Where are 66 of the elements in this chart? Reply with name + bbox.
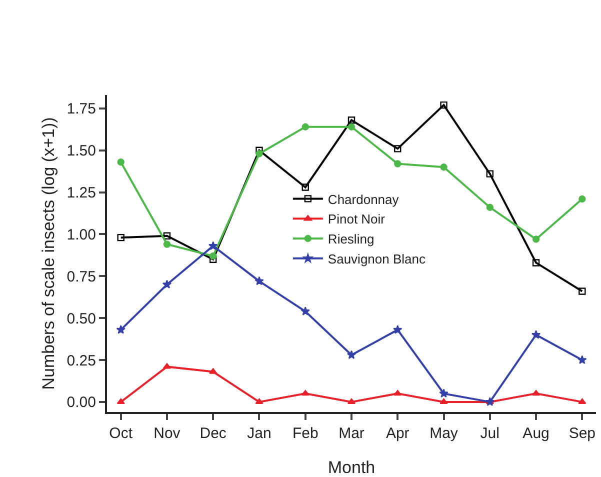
x-tick-label: Jul — [480, 425, 500, 442]
point — [208, 241, 218, 250]
point — [532, 236, 540, 243]
point — [255, 398, 264, 404]
point — [346, 350, 356, 359]
x-tick-label: Apr — [386, 425, 410, 442]
point — [254, 276, 264, 286]
point — [210, 252, 217, 260]
point — [210, 256, 217, 263]
point — [348, 116, 356, 124]
point — [440, 398, 448, 404]
x-tick-label: Sep — [568, 425, 596, 442]
x-tick-label: May — [430, 425, 458, 442]
point — [532, 259, 540, 266]
point — [578, 355, 587, 364]
point — [163, 232, 171, 240]
point — [532, 390, 540, 396]
legend-label: Sauvignon Blanc — [328, 251, 426, 266]
x-tick-label: Dec — [200, 425, 227, 442]
x-tick-label: Feb — [292, 425, 318, 442]
point — [209, 368, 218, 374]
y-tick-label: 1.50 — [66, 142, 96, 160]
point — [578, 288, 586, 295]
point — [347, 398, 356, 404]
point — [116, 325, 126, 334]
y-tick-label: 0.25 — [66, 352, 96, 370]
legend-label: Pinot Noir — [328, 212, 386, 227]
point — [439, 388, 448, 398]
point — [117, 158, 124, 166]
point — [117, 234, 124, 242]
x-tick-label: Jan — [247, 425, 272, 442]
x-tick-label: Aug — [522, 425, 550, 442]
y-tick-label: 0.00 — [66, 394, 96, 412]
legend-label: Chardonnay — [328, 192, 400, 207]
point — [394, 160, 402, 168]
point — [440, 164, 448, 171]
point — [394, 145, 402, 152]
y-tick-label: 1.75 — [66, 100, 96, 118]
point — [578, 195, 586, 203]
point — [116, 398, 125, 404]
point — [393, 325, 402, 334]
point — [163, 240, 171, 248]
point — [531, 330, 541, 339]
point — [486, 204, 494, 211]
point — [440, 101, 448, 109]
point — [302, 184, 309, 191]
x-tick-label: Oct — [109, 425, 134, 442]
point — [486, 170, 494, 178]
point — [256, 150, 263, 158]
y-tick-label: 1.00 — [66, 226, 96, 244]
point — [162, 280, 172, 289]
y-tick-label: 1.25 — [66, 184, 96, 202]
point — [301, 390, 310, 396]
point — [578, 398, 586, 404]
y-axis-title: Numbers of scale insects (log (x+1)) — [38, 117, 58, 390]
x-tick-label: Nov — [154, 425, 181, 442]
y-tick-label: 0.50 — [66, 310, 96, 328]
point — [300, 306, 310, 316]
x-axis-title: Month — [328, 458, 376, 477]
point — [394, 390, 402, 396]
x-tick-label: Mar — [338, 425, 364, 442]
point — [302, 123, 309, 130]
y-tick-label: 0.75 — [66, 268, 96, 286]
point — [348, 123, 356, 130]
legend-label: Riesling — [328, 232, 374, 247]
point — [256, 146, 263, 154]
